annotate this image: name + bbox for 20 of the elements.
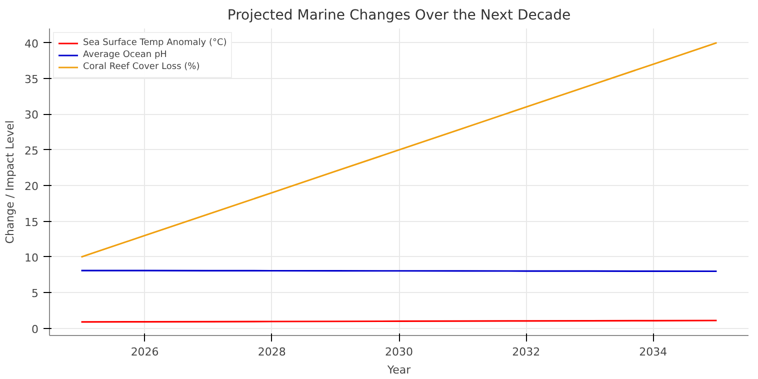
x-tick-label: 2034 [639, 346, 668, 358]
chart-title: Projected Marine Changes Over the Next Decade [227, 8, 571, 24]
y-tick-label: 30 [24, 108, 39, 122]
legend-label: Average Ocean pH [83, 49, 167, 61]
y-tick-label: 15 [24, 216, 39, 229]
y-tick-label: 25 [24, 144, 39, 158]
y-tick-label: 0 [32, 322, 38, 336]
legend-label: Sea Surface Temp Anomaly (°C) [83, 37, 227, 49]
x-tick-label: 2032 [512, 346, 540, 358]
y-axis-title: Change / Impact Level [4, 120, 17, 244]
x-tick-label: 2030 [385, 346, 414, 358]
x-tick-label: 2026 [130, 346, 159, 358]
y-tick-label: 20 [24, 180, 39, 194]
y-tick-label: 10 [24, 251, 39, 264]
x-axis-title: Year [386, 364, 412, 376]
y-tick-label: 5 [32, 287, 38, 300]
x-tick-label: 2028 [258, 346, 286, 358]
y-tick-label: 40 [24, 37, 39, 50]
y-tick-label: 35 [24, 72, 39, 86]
legend-label: Coral Reef Cover Loss (%) [83, 61, 200, 73]
